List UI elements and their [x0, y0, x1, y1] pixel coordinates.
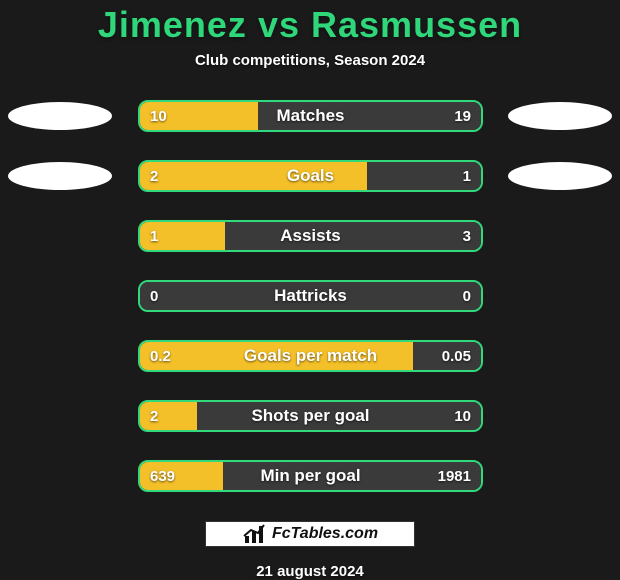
player-photo-right: [508, 102, 612, 130]
bar-fill-left: [140, 162, 367, 190]
bar-fill-left: [140, 342, 413, 370]
bar-fill-right: [197, 402, 481, 430]
stat-bar: 21Goals: [138, 160, 483, 192]
player-photo-right: [508, 162, 612, 190]
bar-fill-left: [140, 102, 258, 130]
player-photo-left: [8, 102, 112, 130]
bar-fill-right: [223, 462, 481, 490]
bar-fill-right: [413, 342, 481, 370]
stat-row: 21Goals: [0, 153, 620, 199]
stats-chart: 1019Matches 21Goals 13Assists 00Hattricks 0.…: [0, 93, 620, 499]
bar-fill-right: [258, 102, 481, 130]
stat-bar: 0.20.05Goals per match: [138, 340, 483, 372]
bar-fill-left: [140, 462, 223, 490]
page-title: Jimenez vs Rasmussen: [98, 4, 522, 46]
title-player-left: Jimenez: [98, 4, 247, 45]
bar-fill-left: [140, 222, 225, 250]
stat-bar: 6391981Min per goal: [138, 460, 483, 492]
stat-bar: 00Hattricks: [138, 280, 483, 312]
subtitle: Club competitions, Season 2024: [195, 52, 425, 69]
bar-fill-left: [140, 402, 197, 430]
brand-chart-icon: [242, 522, 266, 546]
player-photo-left: [8, 162, 112, 190]
stat-row: 0.20.05Goals per match: [0, 333, 620, 379]
stat-row: 6391981Min per goal: [0, 453, 620, 499]
stat-bar: 1019Matches: [138, 100, 483, 132]
stat-bar: 13Assists: [138, 220, 483, 252]
comparison-card: Jimenez vs Rasmussen Club competitions, …: [0, 0, 620, 580]
stat-bar: 210Shots per goal: [138, 400, 483, 432]
bar-fill-right: [225, 222, 481, 250]
stat-row: 1019Matches: [0, 93, 620, 139]
brand-badge: FcTables.com: [205, 521, 415, 547]
title-vs: vs: [258, 4, 300, 45]
bar-fill-right: [367, 162, 481, 190]
footer-date: 21 august 2024: [256, 563, 364, 580]
stat-row: 210Shots per goal: [0, 393, 620, 439]
title-player-right: Rasmussen: [311, 4, 522, 45]
bar-fill-right: [140, 282, 481, 310]
stat-row: 00Hattricks: [0, 273, 620, 319]
brand-text: FcTables.com: [272, 525, 378, 543]
stat-row: 13Assists: [0, 213, 620, 259]
